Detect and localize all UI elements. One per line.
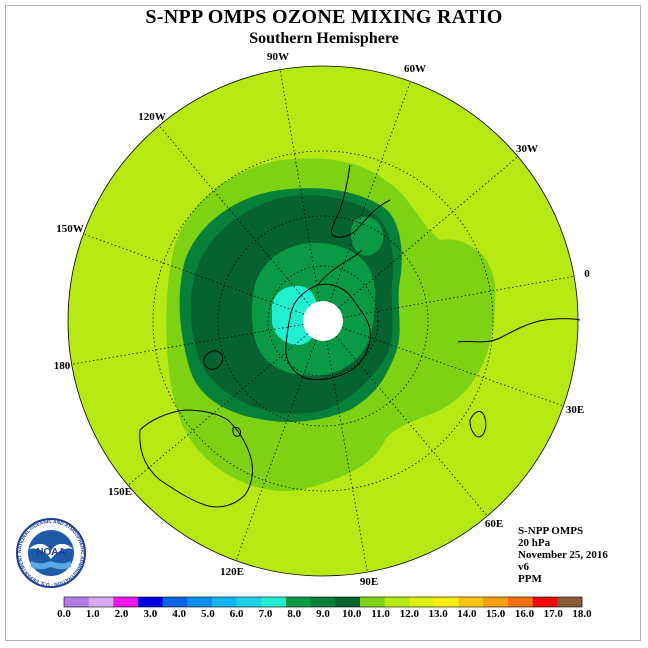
page-subtitle: Southern Hemisphere: [249, 30, 399, 47]
colorbar-cell: [187, 597, 213, 607]
latitude-circle-middle: [217, 215, 429, 427]
colorbar-tick-label: 9.0: [316, 608, 330, 620]
graticule: [71, 69, 575, 573]
longitude-label-90e: 90E: [359, 576, 379, 588]
colorbar-tick-label: 3.0: [143, 608, 158, 620]
longitude-label-150e: 150E: [108, 486, 132, 498]
noaa-logo: NATIONAL OCEANIC AND ATMOSPHERIC ADMINIS…: [15, 517, 86, 588]
colorbar-cell: [557, 597, 583, 607]
tasmania: [232, 427, 241, 437]
colorbar-cell: [286, 597, 311, 607]
colorbar-cell: [360, 597, 385, 607]
colorbar-cell: [458, 597, 484, 607]
meridian-line: [279, 69, 321, 302]
meridian-line: [326, 340, 368, 573]
meridian-line: [329, 81, 411, 303]
latitude-circle-outer: [152, 150, 494, 492]
date-label: November 25, 2016: [518, 549, 608, 561]
meridian-line: [341, 327, 564, 407]
colorbar-tick-label: 16.0: [514, 608, 535, 620]
logo-wave: [31, 561, 71, 570]
colorbar-cell: [483, 597, 509, 607]
colorbar-tick-label: 13.0: [428, 608, 448, 620]
colorbar-cell: [64, 597, 89, 607]
metadata-block: S-NPP OMPS 20 hPa November 25, 2016 v6 P…: [518, 525, 608, 585]
band-atlantic: [428, 242, 496, 371]
colorbar-tick-label: 18.0: [572, 608, 592, 620]
longitude-label-120w: 120W: [138, 111, 166, 123]
page-title: S-NPP OMPS OZONE MIXING RATIO: [145, 6, 503, 28]
colorbar-tick-label: 8.0: [287, 608, 302, 620]
colorbar-cell: [508, 597, 533, 607]
colorbar-cell: [335, 597, 361, 607]
units-label: PPM: [518, 573, 542, 585]
colorbar-tick-label: 7.0: [258, 608, 273, 620]
longitude-label-150w: 150W: [56, 223, 84, 235]
colorbar-tick-label: 11.0: [371, 608, 390, 620]
globe-boundary: [67, 65, 579, 577]
longitude-label-30w: 30W: [516, 143, 538, 155]
bird-icon: [29, 543, 73, 559]
new-zealand: [203, 350, 224, 370]
colorbar-cell: [434, 597, 459, 607]
longitude-label-120e: 120E: [220, 566, 244, 578]
antarctica-coast: [285, 283, 371, 381]
meridian-line: [342, 275, 575, 318]
longitude-label-30e: 30E: [565, 404, 585, 416]
longitude-label-180: 180: [53, 360, 71, 372]
longitude-label-60w: 60W: [404, 63, 426, 75]
longitude-label-0: 0: [584, 268, 590, 280]
colorbar-cell: [532, 597, 558, 607]
colorbar-tick-label: 17.0: [543, 608, 563, 620]
meridian-line: [158, 125, 311, 306]
colorbar-tick-label: 0.0: [57, 608, 71, 620]
colorbar-cells: [63, 596, 583, 608]
colorbar-cell: [236, 597, 262, 607]
meridian-line: [71, 324, 304, 365]
colorbar-tick-label: 6.0: [229, 608, 244, 620]
longitude-label-90w: 90W: [267, 51, 289, 63]
meridian-line: [235, 339, 317, 561]
colorbar-tick-label: 10.0: [342, 608, 362, 620]
colorbar-cell: [113, 597, 139, 607]
colorbar-tick-label: 12.0: [399, 608, 419, 620]
colorbar-tick-label: 2.0: [114, 608, 129, 620]
colorbar-cell: [261, 597, 287, 607]
colorbar-cell: [384, 597, 410, 607]
colorbar-tick-label: 5.0: [201, 608, 215, 620]
australia-coast: [139, 409, 253, 508]
latitude-circle-inner: [267, 265, 379, 377]
pressure-level-label: 20 hPa: [518, 537, 551, 549]
south-america-coast: [331, 164, 391, 238]
pole-cap: [303, 301, 343, 341]
madagascar: [469, 411, 487, 438]
colorbar-cell: [409, 597, 435, 607]
colorbar-cell: [212, 597, 237, 607]
meridian-line: [127, 333, 308, 486]
colorbar-cell: [88, 597, 114, 607]
instrument-label: S-NPP OMPS: [518, 525, 584, 537]
coastlines: [139, 164, 581, 508]
colorbar-outline: [63, 596, 583, 608]
colorbar-cell: [162, 597, 188, 607]
version-label: v6: [518, 561, 529, 573]
colorbar-cell: [310, 597, 336, 607]
africa-coast: [457, 318, 581, 343]
colorbar-tick-label: 14.0: [457, 608, 477, 620]
meridian-line: [335, 336, 488, 517]
longitude-label-60e: 60E: [484, 518, 504, 530]
colorbar-tick-label: 1.0: [85, 608, 100, 620]
colorbar-tick-label: 15.0: [486, 608, 506, 620]
antarctic-peninsula: [317, 249, 363, 286]
logo-text: NOAA: [36, 547, 65, 558]
meridian-line: [83, 233, 305, 315]
figure-frame: [5, 5, 641, 641]
meridian-line: [338, 156, 519, 309]
meridian-lines: [71, 69, 575, 573]
colorbar-cell: [138, 597, 163, 607]
colorbar-tick-label: 4.0: [172, 608, 186, 620]
